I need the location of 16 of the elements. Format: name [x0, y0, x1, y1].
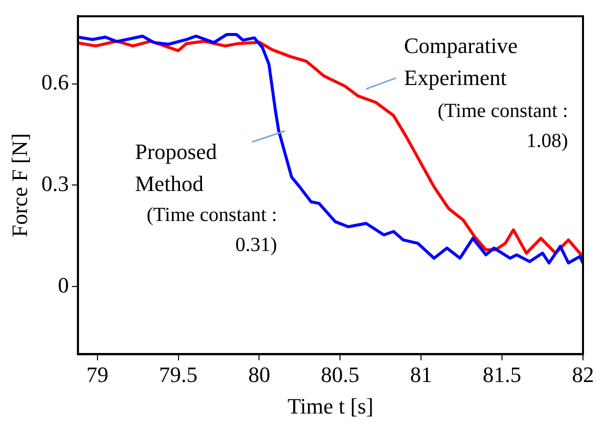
x-tick-label: 80 [248, 362, 270, 388]
x-tick-label: 81.5 [482, 362, 522, 388]
annotation: (Time constant : 1.08) [436, 99, 568, 154]
annotation: (Time constant : 0.31) [146, 203, 277, 258]
y-tick-label: 0.6 [41, 70, 69, 95]
x-tick-label: 79.5 [159, 362, 198, 388]
y-axis-title: Force F [N] [6, 133, 32, 238]
y-tick-label: 0.3 [41, 170, 69, 196]
x-tick-label: 81 [410, 362, 432, 388]
x-axis-title: Time t [s] [287, 394, 374, 419]
x-tick-label: 80.5 [320, 362, 360, 388]
text: Proposed Method [135, 138, 218, 198]
x-tick-label: 79 [86, 362, 108, 388]
y-tick-label: 0 [58, 272, 69, 298]
series-label: Comparative Experiment [404, 32, 518, 92]
x-tick-label: 82 [572, 362, 594, 388]
